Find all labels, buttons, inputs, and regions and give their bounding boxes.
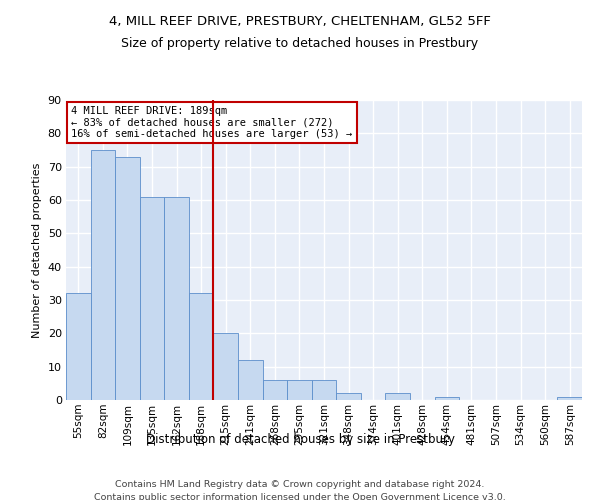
Bar (214, 334, 238, 400)
Bar (66, 294, 91, 400)
Bar (91, 150, 115, 400)
Text: 4 MILL REEF DRIVE: 189sqm
← 83% of detached houses are smaller (272)
16% of semi: 4 MILL REEF DRIVE: 189sqm ← 83% of detac… (71, 106, 352, 139)
Bar (287, 380, 312, 400)
Bar (385, 394, 410, 400)
Bar (263, 380, 287, 400)
Text: Size of property relative to detached houses in Prestbury: Size of property relative to detached ho… (121, 38, 479, 51)
Bar (164, 196, 189, 400)
Text: Contains public sector information licensed under the Open Government Licence v3: Contains public sector information licen… (94, 492, 506, 500)
Bar (115, 156, 140, 400)
Bar (312, 380, 336, 400)
Y-axis label: Number of detached properties: Number of detached properties (32, 162, 42, 338)
Bar (189, 294, 214, 400)
Bar (557, 396, 582, 400)
Bar (238, 360, 263, 400)
Bar (140, 196, 164, 400)
Text: Distribution of detached houses by size in Prestbury: Distribution of detached houses by size … (146, 432, 455, 446)
Bar (434, 396, 459, 400)
Text: Contains HM Land Registry data © Crown copyright and database right 2024.: Contains HM Land Registry data © Crown c… (115, 480, 485, 489)
Text: 4, MILL REEF DRIVE, PRESTBURY, CHELTENHAM, GL52 5FF: 4, MILL REEF DRIVE, PRESTBURY, CHELTENHA… (109, 15, 491, 28)
Bar (336, 394, 361, 400)
